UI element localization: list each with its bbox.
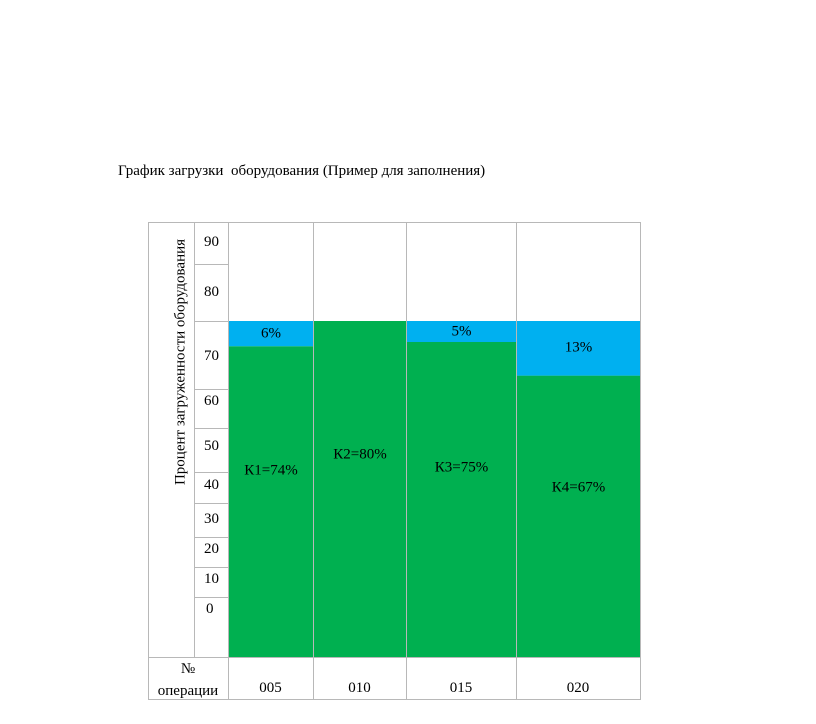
bar-segment-reserve: [229, 321, 313, 347]
bar-value-label: К1=74%: [244, 462, 298, 479]
table-grid: [148, 222, 641, 700]
y-tick-label: 80: [204, 284, 219, 300]
x-tick-label: 015: [449, 680, 473, 696]
y-tick-label: 10: [204, 571, 219, 587]
bar-value-label: К4=67%: [551, 479, 606, 496]
y-tick-label: 40: [204, 477, 219, 493]
bar-segment-reserve: [407, 321, 516, 342]
y-tick-label: 50: [204, 438, 219, 454]
y-tick-label: 30: [204, 511, 219, 527]
x-tick-label: 020: [566, 680, 590, 696]
x-axis-header: № операции: [157, 661, 219, 699]
bar-value-label: К3=75%: [434, 459, 489, 476]
bar-segment-load: [229, 346, 313, 657]
y-tick-label: 70: [204, 348, 219, 364]
x-tick-label: 005: [259, 680, 282, 696]
bar-value-label: К2=80%: [333, 446, 387, 463]
y-tick-label: 20: [204, 541, 219, 557]
y-tick-label: 60: [204, 393, 219, 409]
x-tick-label: 010: [348, 680, 371, 696]
bars-layer: [229, 321, 640, 657]
y-axis-label: Процент загруженности оборудования: [172, 238, 189, 486]
bar-segment-load: [517, 375, 640, 657]
bar-reserve-label: 5%: [451, 323, 472, 339]
bar-segment-reserve: [517, 321, 640, 376]
bar-segment-load: [314, 321, 406, 657]
y-tick-label: 90: [204, 234, 219, 250]
page-title: График загрузки оборудования (Пример для…: [118, 163, 486, 179]
bar-reserve-label: 6%: [261, 325, 281, 342]
bar-reserve-label: 13%: [564, 339, 593, 356]
y-tick-label: 0: [206, 601, 214, 617]
bar-segment-load: [407, 342, 516, 657]
